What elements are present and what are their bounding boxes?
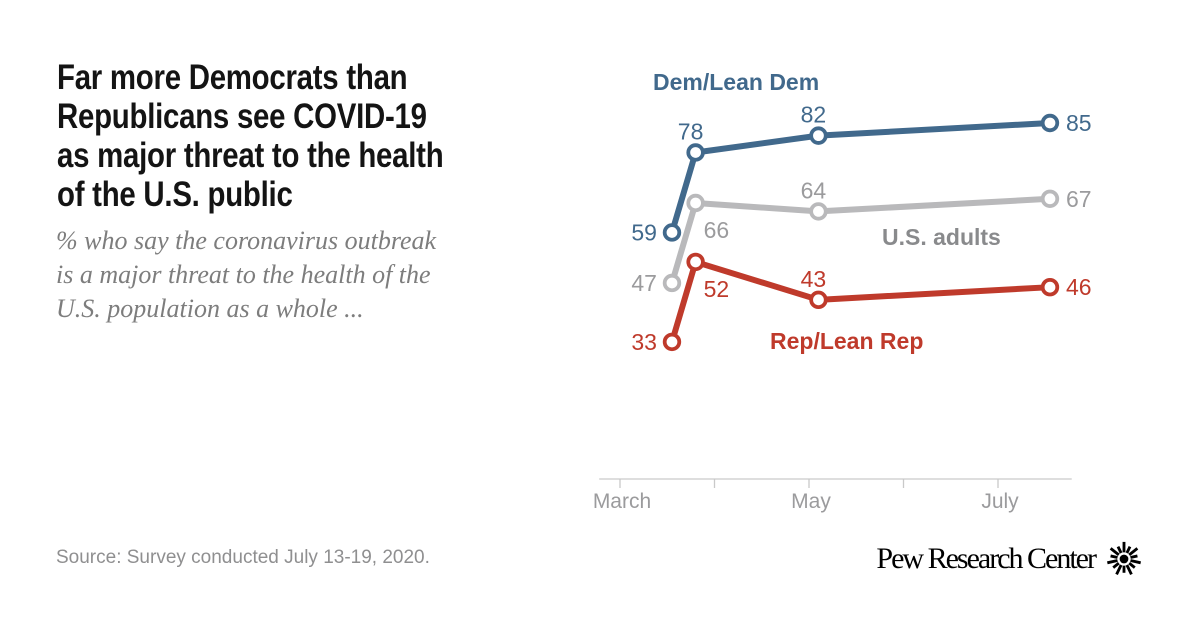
series-legend-label: Rep/Lean Rep xyxy=(770,328,923,354)
series-legend-label: U.S. adults xyxy=(882,224,1001,250)
data-point-marker xyxy=(686,193,705,213)
series-line xyxy=(668,195,1053,286)
series-line xyxy=(668,258,1053,345)
value-label: 46 xyxy=(1066,274,1092,300)
series-legend-label: Dem/Lean Dem xyxy=(653,69,819,95)
page-title: Far more Democrats than Republicans see … xyxy=(57,58,444,214)
source-note: Source: Survey conducted July 13-19, 202… xyxy=(56,547,430,568)
series-line xyxy=(668,120,1053,236)
x-tick-label: May xyxy=(791,490,831,513)
value-label: 43 xyxy=(801,266,827,292)
value-label: 52 xyxy=(704,276,730,302)
data-point-marker xyxy=(809,202,828,221)
pew-sunburst-icon xyxy=(1107,541,1141,576)
data-point-marker xyxy=(686,252,705,272)
x-tick-label: March xyxy=(593,490,651,513)
value-label: 47 xyxy=(631,270,657,296)
data-point-marker xyxy=(662,273,682,293)
value-label: 85 xyxy=(1066,110,1092,136)
value-label: 67 xyxy=(1066,186,1092,212)
pew-wordmark: Pew Research Center xyxy=(876,542,1097,575)
value-label: 78 xyxy=(678,118,704,144)
data-point-marker xyxy=(809,126,828,145)
x-tick-label: July xyxy=(981,490,1019,513)
chart-subtitle: % who say the coronavirus outbreak is a … xyxy=(56,226,437,323)
data-point-marker xyxy=(1040,189,1060,208)
value-label: 59 xyxy=(631,219,657,245)
data-point-marker xyxy=(809,290,828,310)
data-point-marker xyxy=(1040,277,1060,297)
value-label: 66 xyxy=(704,217,730,243)
value-label: 64 xyxy=(801,177,827,203)
data-point-marker xyxy=(662,223,682,242)
data-point-marker xyxy=(1040,113,1060,133)
value-label: 82 xyxy=(801,102,827,128)
data-point-marker xyxy=(662,332,682,352)
line-chart: March May July 59 78 82 85 Dem/Lean Dem 47 66 64 67… xyxy=(560,40,1180,540)
line-chart-canvas: March May July 59 78 82 85 Dem/Lean Dem 47 66 64 67… xyxy=(593,69,1092,513)
value-label: 33 xyxy=(631,329,657,355)
branding: Pew Research Center xyxy=(876,540,1143,578)
data-point-marker xyxy=(686,143,705,162)
